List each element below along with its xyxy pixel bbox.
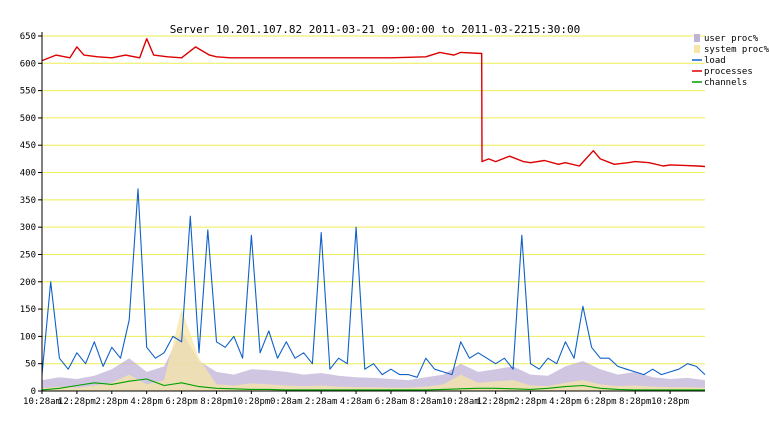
x-tick-label: 4:28pm [130,397,163,407]
x-tick-label: 8:28pm [619,397,652,407]
legend-swatch [694,34,700,42]
line-layer [41,38,706,391]
x-tick-label: 6:28pm [584,397,617,407]
legend: user proc%system proc%loadprocesseschann… [692,34,769,88]
y-tick-label: 300 [20,223,36,233]
x-tick-label: 10:28pm [651,397,689,407]
y-tick-label: 0 [31,387,36,397]
x-tick-label: 2:28am [305,397,338,407]
y-tick-label: 100 [20,332,36,342]
x-tick-label: 12:28pm [477,397,515,407]
x-tick-label: 4:28am [340,397,373,407]
legend-label: processes [704,67,753,77]
x-tick-label: 10:28am [23,397,61,407]
x-tick-label: 10:28am [442,397,480,407]
series-system-proc-area [42,309,705,391]
x-tick-label: 12:28pm [58,397,96,407]
x-tick-label: 2:28pm [514,397,547,407]
legend-label: user proc% [704,34,759,44]
series-processes-line [41,38,706,168]
x-tick-label: 2:28pm [96,397,129,407]
y-tick-label: 350 [20,196,36,206]
legend-label: channels [704,78,747,88]
y-tick-label: 500 [20,114,36,124]
chart-title: Server 10.201.107.82 2011-03-21 09:00:00… [170,23,581,36]
x-tick-label: 4:28pm [549,397,582,407]
y-tick-label: 600 [20,59,36,69]
legend-swatch [694,45,700,53]
x-tick-label: 6:28am [375,397,408,407]
series-load-line [41,188,706,378]
grid-layer [42,35,705,365]
legend-label: system proc% [704,45,769,55]
y-tick-label: 50 [25,360,36,370]
y-tick-label: 550 [20,87,36,97]
x-tick-label: 6:28pm [165,397,198,407]
x-tick-label: 0:28am [270,397,303,407]
x-tick-label: 8:28am [410,397,443,407]
y-tick-label: 200 [20,278,36,288]
area-layer [42,309,705,391]
y-tick-label: 250 [20,250,36,260]
x-tick-label: 8:28pm [200,397,233,407]
x-tick-label: 10:28pm [232,397,270,407]
y-tick-label: 450 [20,141,36,151]
y-tick-label: 150 [20,305,36,315]
y-tick-label: 400 [20,169,36,179]
y-tick-label: 650 [20,32,36,42]
legend-label: load [704,56,726,66]
axis-layer: 0 50 100 150 200 250 300 350 400 450 500 550 600 650 1… [20,32,705,407]
series-channels-line [41,378,705,391]
